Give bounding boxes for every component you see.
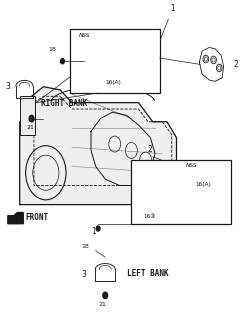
FancyBboxPatch shape xyxy=(20,96,35,134)
Circle shape xyxy=(29,116,34,122)
Text: RIGHT BANK: RIGHT BANK xyxy=(41,100,87,108)
Text: 16③: 16③ xyxy=(143,214,156,219)
Text: 3: 3 xyxy=(81,270,86,279)
Text: 2: 2 xyxy=(234,60,238,69)
Polygon shape xyxy=(8,212,23,224)
Text: 3: 3 xyxy=(6,82,10,91)
Text: 18: 18 xyxy=(48,47,56,52)
Text: 18: 18 xyxy=(81,244,89,249)
Circle shape xyxy=(103,292,108,299)
Text: NSS: NSS xyxy=(79,33,91,37)
Text: 1: 1 xyxy=(91,227,96,236)
Text: 1: 1 xyxy=(171,4,175,13)
Circle shape xyxy=(96,226,100,231)
Text: 16(A): 16(A) xyxy=(196,182,211,187)
Text: 21: 21 xyxy=(27,125,35,130)
Text: LEFT BANK: LEFT BANK xyxy=(127,268,168,278)
Text: 21: 21 xyxy=(99,302,107,307)
FancyBboxPatch shape xyxy=(70,29,160,93)
FancyBboxPatch shape xyxy=(131,160,231,224)
Polygon shape xyxy=(20,87,176,204)
Text: 16(A): 16(A) xyxy=(105,80,121,85)
Text: FRONT: FRONT xyxy=(26,213,49,222)
Text: NSS: NSS xyxy=(186,163,198,168)
Circle shape xyxy=(60,59,64,64)
Text: 2: 2 xyxy=(148,145,153,154)
